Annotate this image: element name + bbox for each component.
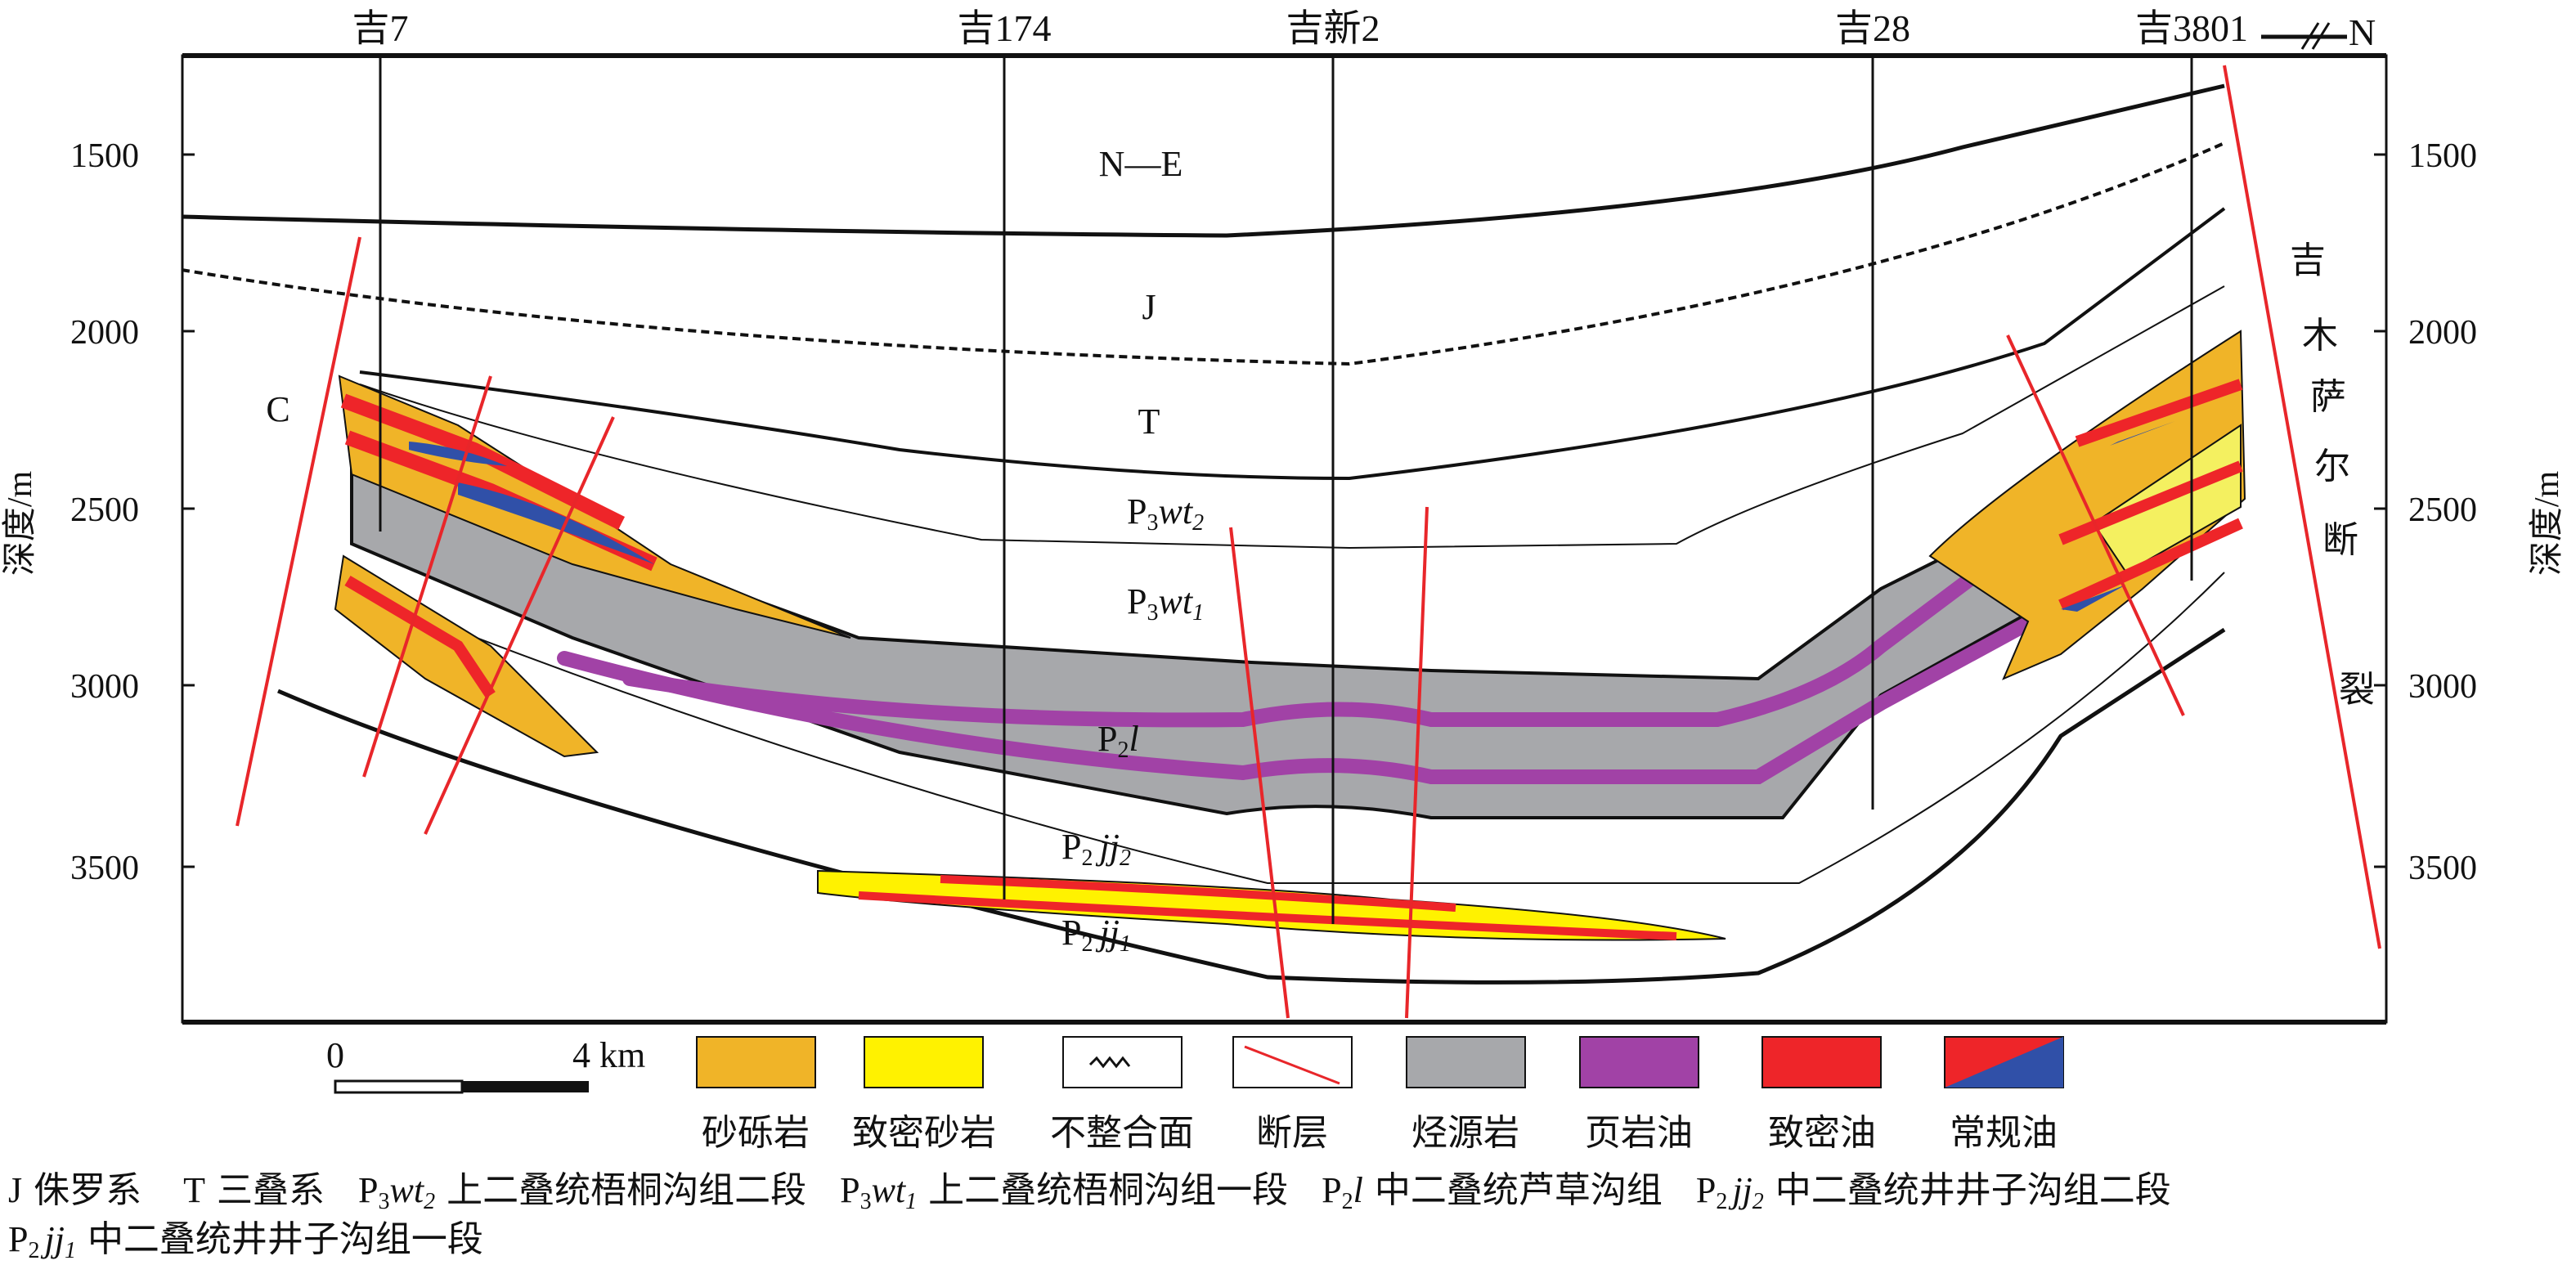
svg-text:2000: 2000: [2408, 314, 2477, 352]
tight-oil-band: [2058, 379, 2243, 611]
shale-oil-band: [557, 594, 2076, 784]
svg-text:0: 0: [326, 1035, 344, 1075]
faults: [236, 65, 2381, 1019]
svg-text:吉: 吉: [2290, 240, 2326, 280]
svg-text:木: 木: [2302, 316, 2338, 356]
svg-text:砂砾岩: 砂砾岩: [702, 1113, 810, 1153]
legend-swatch-tight-sandstone: [864, 1036, 984, 1088]
left-depth-axis: 1500 2000 2500 3000 3500 深度/m: [2, 137, 195, 887]
svg-text:N: N: [2349, 11, 2376, 53]
section-body: [182, 56, 2381, 1019]
p2jj-top-horizon: [351, 572, 2225, 884]
well-label: 吉28: [1835, 7, 1910, 49]
formation-label-t: T: [1138, 401, 1160, 442]
svg-text:1500: 1500: [2408, 137, 2477, 175]
right-depth-axis: 1500 2000 2500 3000 3500 深度/m: [2374, 137, 2566, 887]
svg-text:裂: 裂: [2339, 670, 2375, 710]
p2jj-base-horizon: [277, 627, 2226, 985]
well-label: 吉新2: [1286, 7, 1380, 49]
tight-sandstone-body: [817, 869, 1726, 941]
legend: 砂砾岩 致密砂岩 不整合面 断层 烃源岩 页岩油 致密油 常规油: [696, 1036, 2064, 1153]
formation-label-c: C: [266, 389, 289, 429]
svg-text:3500: 3500: [2408, 850, 2477, 887]
svg-text:致密砂岩: 致密砂岩: [852, 1113, 996, 1153]
well-label: 吉174: [958, 7, 1052, 49]
t-top-horizon: [359, 207, 2226, 481]
formation-label-p2jj2: P2 jj2: [1061, 827, 1131, 871]
svg-text:深度/m: 深度/m: [2, 471, 39, 576]
fault-name-label: 吉 木 萨 尔 断 裂: [2290, 240, 2375, 710]
svg-text:3000: 3000: [2408, 668, 2477, 706]
formation-label-p3wt1: P3wt1: [1127, 581, 1204, 626]
svg-text:页岩油: 页岩油: [1585, 1113, 1693, 1153]
legend-swatch-unconformity: [1062, 1036, 1183, 1088]
svg-text:1500: 1500: [70, 137, 139, 175]
svg-text:3000: 3000: [70, 668, 139, 706]
tight-oil-band: [340, 393, 626, 531]
formation-label-p2jj1: P2 jj1: [1061, 913, 1131, 957]
svg-text:3500: 3500: [70, 850, 139, 887]
svg-text:断层: 断层: [1256, 1113, 1328, 1153]
svg-text:常规油: 常规油: [1950, 1113, 2058, 1153]
legend-swatch-fault: [1232, 1036, 1353, 1088]
well-label: 吉3801: [2135, 7, 2248, 49]
svg-text:致密油: 致密油: [1768, 1113, 1876, 1153]
svg-text:断: 断: [2322, 520, 2358, 560]
conventional-oil-lens: [409, 442, 654, 564]
ne-base-horizon: [182, 83, 2225, 238]
svg-text:不整合面: 不整合面: [1050, 1113, 1194, 1153]
svg-text:4 km: 4 km: [572, 1035, 645, 1075]
north-arrow-icon: N: [2261, 11, 2376, 53]
tight-oil-band: [858, 875, 1677, 940]
tight-oil-band: [344, 575, 496, 698]
formation-notes-line-1: J 侏罗系 T 三叠系 P3wt2 上二叠统梧桐沟组二段 P3wt1 上二叠统梧桐沟组一…: [8, 1170, 2171, 1214]
unconformity: [182, 141, 2225, 366]
scale-bar: 0 4 km: [326, 1035, 645, 1094]
svg-text:2500: 2500: [2408, 491, 2477, 529]
svg-text:2500: 2500: [70, 491, 139, 529]
svg-text:尔: 尔: [2314, 446, 2350, 487]
formation-label-p3wt2: P3wt2: [1127, 491, 1204, 536]
formation-label-j: J: [1142, 287, 1156, 327]
svg-text:烃源岩: 烃源岩: [1411, 1113, 1519, 1153]
svg-text:萨: 萨: [2310, 377, 2346, 417]
formation-label-ne: N—E: [1099, 144, 1183, 184]
p3wt2-top-horizon: [359, 285, 2225, 550]
formation-notes-line-2: P2 jj1 中二叠统井井子沟组一段: [8, 1219, 483, 1263]
svg-text:2000: 2000: [70, 314, 139, 352]
legend-swatch-source-rock: [1406, 1036, 1526, 1088]
legend-swatch-conglomerate: [696, 1036, 816, 1088]
legend-swatch-tight-oil: [1761, 1036, 1882, 1088]
legend-swatch-shale-oil: [1579, 1036, 1699, 1088]
formation-label-p2l: P2l: [1097, 719, 1139, 763]
svg-text:深度/m: 深度/m: [2529, 471, 2566, 576]
well-lines: [379, 56, 2193, 924]
well-label: 吉7: [352, 7, 409, 49]
shale-oil-band: [622, 565, 1986, 728]
